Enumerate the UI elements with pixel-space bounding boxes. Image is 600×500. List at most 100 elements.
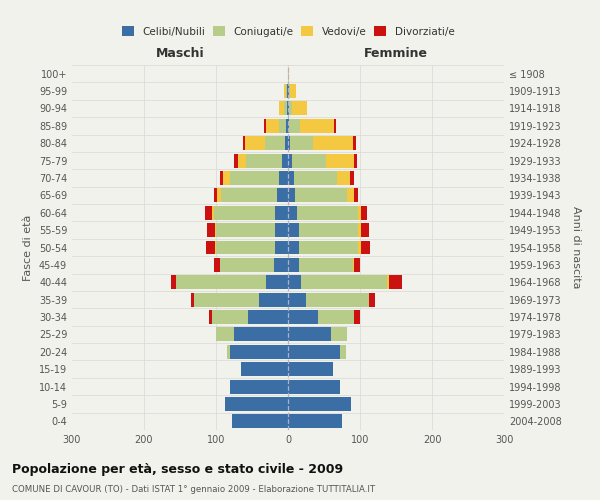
Bar xyxy=(334,119,335,133)
Bar xyxy=(290,84,296,98)
Bar xyxy=(294,171,337,185)
Bar xyxy=(288,206,296,220)
Bar xyxy=(214,188,217,202)
Bar xyxy=(208,223,215,237)
Bar xyxy=(361,240,370,254)
Y-axis label: Anni di nascita: Anni di nascita xyxy=(571,206,581,289)
Bar xyxy=(216,240,275,254)
Bar xyxy=(313,136,353,150)
Bar xyxy=(301,276,388,289)
Bar xyxy=(288,414,342,428)
Bar xyxy=(234,328,288,342)
Bar xyxy=(295,188,347,202)
Bar xyxy=(358,240,361,254)
Bar xyxy=(288,240,299,254)
Bar xyxy=(288,66,289,80)
Bar xyxy=(354,310,360,324)
Bar xyxy=(266,276,288,289)
Bar xyxy=(212,206,214,220)
Bar xyxy=(230,380,288,394)
Bar xyxy=(289,119,299,133)
Bar xyxy=(288,276,301,289)
Bar xyxy=(299,258,353,272)
Bar xyxy=(259,292,288,306)
Bar xyxy=(288,171,294,185)
Bar xyxy=(284,102,287,116)
Bar xyxy=(215,240,216,254)
Bar xyxy=(227,345,230,358)
Bar xyxy=(265,136,285,150)
Bar xyxy=(288,258,299,272)
Bar xyxy=(353,258,354,272)
Text: COMUNE DI CAVOUR (TO) - Dati ISTAT 1° gennaio 2009 - Elaborazione TUTTITALIA.IT: COMUNE DI CAVOUR (TO) - Dati ISTAT 1° ge… xyxy=(12,485,375,494)
Bar xyxy=(285,136,288,150)
Bar xyxy=(354,188,358,202)
Text: Femmine: Femmine xyxy=(364,47,428,60)
Bar xyxy=(299,223,358,237)
Bar xyxy=(354,258,360,272)
Bar xyxy=(287,84,288,98)
Bar xyxy=(230,171,280,185)
Bar xyxy=(288,188,295,202)
Bar xyxy=(224,397,288,411)
Bar xyxy=(248,310,288,324)
Bar xyxy=(232,414,288,428)
Bar xyxy=(176,276,266,289)
Bar xyxy=(215,223,216,237)
Bar xyxy=(370,292,375,306)
Bar xyxy=(358,223,361,237)
Bar xyxy=(361,223,368,237)
Bar xyxy=(389,276,402,289)
Bar xyxy=(278,119,286,133)
Bar xyxy=(288,328,331,342)
Bar xyxy=(264,119,266,133)
Bar xyxy=(220,171,223,185)
Bar xyxy=(275,223,288,237)
Bar xyxy=(286,119,288,133)
Bar xyxy=(246,154,282,168)
Text: Popolazione per età, sesso e stato civile - 2009: Popolazione per età, sesso e stato civil… xyxy=(12,462,343,475)
Bar xyxy=(286,84,287,98)
Text: Maschi: Maschi xyxy=(155,47,205,60)
Bar xyxy=(288,223,299,237)
Bar xyxy=(358,206,361,220)
Legend: Celibi/Nubili, Coniugati/e, Vedovi/e, Divorziati/e: Celibi/Nubili, Coniugati/e, Vedovi/e, Di… xyxy=(122,26,454,36)
Bar xyxy=(191,292,194,306)
Bar xyxy=(284,84,286,98)
Bar xyxy=(288,84,289,98)
Bar xyxy=(282,154,288,168)
Bar xyxy=(288,397,352,411)
Bar xyxy=(223,171,230,185)
Bar xyxy=(288,345,340,358)
Bar xyxy=(340,345,346,358)
Bar xyxy=(266,119,278,133)
Bar xyxy=(288,362,332,376)
Bar xyxy=(206,240,215,254)
Bar xyxy=(275,206,288,220)
Bar xyxy=(220,258,274,272)
Bar xyxy=(288,380,340,394)
Bar xyxy=(353,154,357,168)
Bar xyxy=(221,188,277,202)
Bar xyxy=(306,292,370,306)
Bar xyxy=(288,102,289,116)
Bar xyxy=(350,171,353,185)
Bar xyxy=(288,154,292,168)
Y-axis label: Fasce di età: Fasce di età xyxy=(23,214,33,280)
Bar xyxy=(388,276,389,289)
Bar xyxy=(245,136,265,150)
Bar xyxy=(241,362,288,376)
Bar xyxy=(278,102,284,116)
Bar xyxy=(326,154,353,168)
Bar xyxy=(292,102,307,116)
Bar xyxy=(288,119,289,133)
Bar xyxy=(216,223,275,237)
Bar xyxy=(287,102,288,116)
Bar xyxy=(289,102,292,116)
Bar xyxy=(318,310,354,324)
Bar xyxy=(288,136,290,150)
Bar xyxy=(275,240,288,254)
Bar xyxy=(274,258,288,272)
Bar xyxy=(361,206,367,220)
Bar xyxy=(299,119,334,133)
